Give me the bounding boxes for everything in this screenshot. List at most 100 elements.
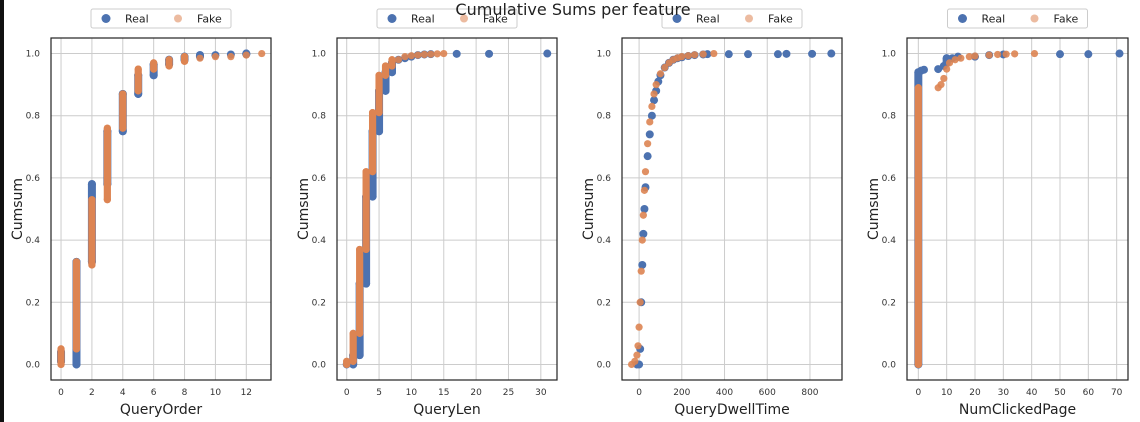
y-tick-label: 0.6 [597, 174, 612, 184]
data-point-fake [636, 298, 644, 306]
y-tick-label: 0.2 [597, 298, 611, 308]
series-real [914, 49, 1124, 369]
y-tick-label: 0.0 [26, 360, 41, 370]
legend-label-fake: Fake [197, 13, 222, 26]
data-point-fake [644, 140, 652, 148]
data-point-fake [691, 51, 699, 59]
x-tick-label: 10 [210, 388, 222, 398]
x-tick-label: 40 [1026, 388, 1038, 398]
series-fake [628, 49, 718, 369]
x-axis-label: QueryLen [413, 402, 481, 418]
data-point-fake [1002, 50, 1010, 58]
data-point-real [543, 49, 552, 58]
data-point-fake [440, 49, 448, 58]
x-axis-label: QueryOrder [120, 402, 203, 418]
y-tick-label: 0.0 [882, 360, 897, 370]
data-point-real [452, 49, 461, 58]
series-fake [57, 49, 266, 369]
series-real [342, 49, 552, 369]
x-tick-label: 0 [58, 388, 64, 398]
series-fake [914, 49, 1039, 369]
x-tick-label: 0 [636, 388, 642, 398]
y-axis-label: Cumsum [10, 178, 26, 240]
chart-panel-1: 0 2 4 6 8 10 12 0.0 0.2 0.4 0.6 0.8 1.0 QueryOrder Cum… [10, 8, 272, 418]
y-tick-label: 0.8 [26, 112, 41, 122]
data-point-fake [414, 51, 422, 59]
data-point-fake [650, 90, 658, 98]
x-axis-label: QueryDwellTime [674, 402, 789, 418]
y-tick-label: 0.4 [882, 236, 897, 246]
y-tick-label: 0.2 [882, 298, 896, 308]
data-point-fake [678, 53, 686, 61]
x-tick-label: 6 [151, 388, 157, 398]
data-point-real [782, 49, 791, 58]
data-point-fake [710, 49, 718, 58]
data-point-fake [634, 342, 642, 350]
data-point-real [773, 50, 782, 59]
data-point-fake [407, 52, 416, 60]
data-point-real [724, 50, 733, 59]
data-point-fake [427, 50, 435, 58]
x-tick-label: 8 [182, 388, 188, 398]
data-point-fake [401, 53, 409, 61]
y-tick-label: 0.8 [312, 112, 327, 122]
data-point-fake [638, 236, 646, 244]
legend-label-real: Real [696, 13, 720, 26]
legend: Real Fake [661, 8, 803, 29]
y-axis-label: Cumsum [296, 178, 312, 240]
legend: Real Fake [376, 8, 518, 29]
x-tick-label: 10 [941, 388, 953, 398]
series-real [632, 49, 836, 369]
y-tick-label: 0.8 [882, 112, 897, 122]
data-point-fake [631, 357, 639, 365]
y-tick-label: 0.4 [312, 236, 327, 246]
legend: Real Fake [90, 8, 232, 29]
y-tick-label: 0.4 [26, 236, 41, 246]
data-point-real [1115, 49, 1124, 58]
legend-marker-real [387, 14, 397, 23]
data-point-real [647, 111, 656, 120]
figure-title: Cumulative Sums per feature [455, 0, 690, 19]
y-tick-label: 1.0 [312, 50, 327, 60]
data-point-fake [394, 56, 403, 64]
x-tick-label: 20 [470, 388, 482, 398]
legend-marker-fake [174, 14, 182, 23]
y-axis-label: Cumsum [866, 178, 882, 240]
y-tick-label: 0.8 [597, 112, 612, 122]
chart-panel-2: 0 5 10 15 20 25 30 0.0 0.2 0.4 0.6 0.8 1.0 QueryLen Cu… [296, 8, 558, 418]
legend-label-real: Real [125, 13, 149, 26]
legend: Real Fake [947, 8, 1088, 29]
legend-label-real: Real [411, 13, 435, 26]
series-fake [343, 49, 448, 369]
data-point-real [485, 49, 494, 58]
data-point-real [640, 205, 649, 213]
plot-frame [906, 37, 1129, 381]
data-point-fake [637, 267, 645, 275]
x-tick-label: 200 [673, 388, 690, 398]
chart-panel-3: 0 200 400 600 800 0.0 0.2 0.4 0.6 0.8 1.0 QueryDwel… [581, 8, 843, 418]
x-tick-label: 600 [759, 388, 776, 398]
data-point-fake [433, 50, 441, 58]
legend-marker-real [958, 14, 967, 23]
data-point-real [1084, 50, 1093, 59]
data-point-fake [227, 53, 235, 61]
x-tick-label: 30 [998, 388, 1010, 398]
data-point-fake [1030, 49, 1039, 58]
data-point-real [744, 50, 753, 59]
x-tick-label: 12 [241, 388, 252, 398]
y-tick-label: 1.0 [882, 50, 897, 60]
data-point-real [808, 49, 817, 58]
x-tick-label: 0 [915, 388, 921, 398]
x-tick-label: 2 [89, 388, 95, 398]
data-point-fake [196, 54, 204, 62]
x-tick-label: 800 [801, 388, 818, 398]
legend-label-real: Real [982, 13, 1006, 26]
legend-marker-fake [745, 14, 753, 23]
data-point-fake [684, 52, 692, 60]
plot-frame [336, 37, 558, 381]
data-point-fake [971, 52, 979, 60]
y-tick-label: 0.2 [312, 298, 326, 308]
y-tick-label: 0.2 [26, 298, 40, 308]
legend-box [376, 8, 518, 29]
data-point-fake [211, 53, 220, 61]
